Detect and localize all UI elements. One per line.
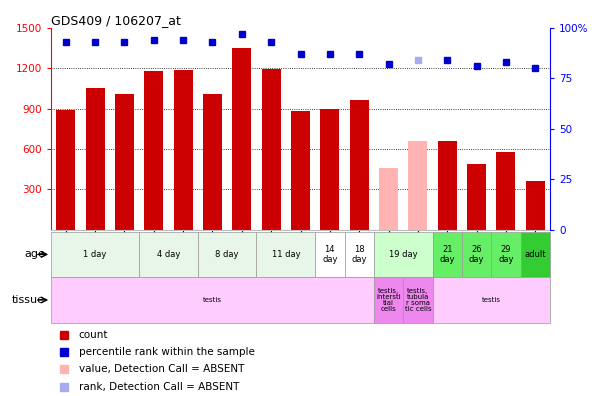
Bar — [257, 232, 315, 277]
Bar — [433, 232, 462, 277]
Bar — [144, 71, 163, 230]
Bar — [344, 232, 374, 277]
Bar — [56, 110, 75, 230]
Bar — [467, 164, 486, 230]
Text: 29
day: 29 day — [498, 245, 514, 264]
Bar — [462, 232, 491, 277]
Bar — [350, 101, 369, 230]
Bar — [51, 232, 139, 277]
Text: tissue: tissue — [12, 295, 45, 305]
Text: 18
day: 18 day — [352, 245, 367, 264]
Bar — [320, 109, 340, 230]
Bar — [139, 232, 198, 277]
Text: rank, Detection Call = ABSENT: rank, Detection Call = ABSENT — [79, 382, 239, 392]
Text: testis,
intersti
tial
cells: testis, intersti tial cells — [376, 288, 401, 312]
Bar — [198, 232, 257, 277]
Text: 26
day: 26 day — [469, 245, 484, 264]
Text: 21
day: 21 day — [439, 245, 455, 264]
Bar — [433, 277, 550, 323]
Text: 8 day: 8 day — [215, 250, 239, 259]
Text: testis,
tubula
r soma
tic cells: testis, tubula r soma tic cells — [404, 288, 431, 312]
Bar — [496, 152, 516, 230]
Text: testis: testis — [203, 297, 222, 303]
Bar — [85, 88, 105, 230]
Text: adult: adult — [525, 250, 546, 259]
Text: GDS409 / 106207_at: GDS409 / 106207_at — [51, 13, 181, 27]
Bar — [379, 168, 398, 230]
Bar — [203, 94, 222, 230]
Text: count: count — [79, 330, 108, 341]
Text: 4 day: 4 day — [157, 250, 180, 259]
Bar — [374, 232, 433, 277]
Bar — [115, 94, 134, 230]
Text: 14
day: 14 day — [322, 245, 338, 264]
Text: age: age — [24, 249, 45, 259]
Bar — [403, 277, 433, 323]
Bar — [261, 69, 281, 230]
Text: 1 day: 1 day — [84, 250, 107, 259]
Bar — [174, 70, 193, 230]
Bar — [374, 277, 403, 323]
Bar — [526, 181, 545, 230]
Text: testis: testis — [482, 297, 501, 303]
Text: value, Detection Call = ABSENT: value, Detection Call = ABSENT — [79, 364, 244, 374]
Bar — [232, 48, 251, 230]
Bar — [291, 111, 310, 230]
Bar — [315, 232, 344, 277]
Bar — [51, 277, 374, 323]
Text: percentile rank within the sample: percentile rank within the sample — [79, 347, 254, 357]
Bar — [491, 232, 520, 277]
Text: 11 day: 11 day — [272, 250, 300, 259]
Bar — [408, 141, 427, 230]
Text: 19 day: 19 day — [389, 250, 418, 259]
Bar — [520, 232, 550, 277]
Bar — [438, 141, 457, 230]
